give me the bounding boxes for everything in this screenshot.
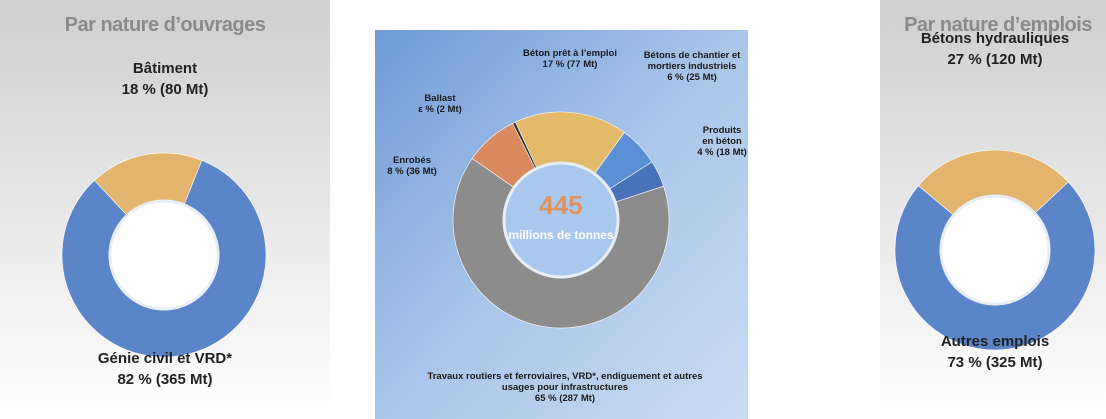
chart-title: Par nature d’ouvrages — [64, 14, 266, 36]
center-sublabel: millions de tonnes — [508, 228, 614, 242]
donut-hole — [108, 199, 220, 311]
value-label: 65 % (287 Mt) — [534, 393, 596, 404]
value-label: 8 % (36 Mt) — [387, 166, 437, 177]
data-label: Autres emplois 73 % (325 Mt) — [885, 331, 1105, 373]
center-label: 445 — [539, 190, 582, 220]
data-label: Travaux routiers et ferroviaires, VRD*, … — [415, 371, 715, 404]
value-label: 6 % (25 Mt) — [667, 72, 717, 83]
value-label: 4 % (18 Mt) — [697, 147, 747, 158]
donut-hole — [502, 161, 620, 279]
category-label: Ballast — [424, 93, 456, 104]
data-label: Bétons hydrauliques 27 % (120 Mt) — [885, 28, 1105, 70]
chart-title: Par nature d’emplois — [904, 14, 1092, 36]
category-label: Produits en béton — [702, 125, 742, 147]
category-label: Bétons hydrauliques — [920, 30, 1070, 47]
value-label: 18 % (80 Mt) — [121, 81, 209, 98]
value-label: ε % (2 Mt) — [418, 104, 462, 115]
category-label: Bâtiment — [132, 60, 198, 77]
donut-hole — [939, 194, 1051, 306]
value-label: 73 % (325 Mt) — [947, 354, 1043, 371]
data-label: Enrobés 8 % (36 Mt) — [387, 155, 437, 177]
value-label: 17 % (77 Mt) — [542, 59, 598, 70]
category-label: Enrobés — [392, 155, 431, 166]
value-label: 82 % (365 Mt) — [117, 371, 213, 388]
category-label: Bétons de chantier et mortiers industrie… — [643, 50, 741, 72]
data-label: Bétons de chantier et mortiers industrie… — [632, 50, 752, 83]
data-label: Ballast ε % (2 Mt) — [410, 93, 470, 115]
data-label: Génie civil et VRD* 82 % (365 Mt) — [35, 348, 295, 390]
category-label: Autres emplois — [940, 333, 1050, 350]
data-label: Bâtiment 18 % (80 Mt) — [55, 58, 275, 100]
category-label: Béton prêt à l’emploi — [523, 48, 617, 59]
data-label: Produits en béton 4 % (18 Mt) — [697, 125, 747, 158]
value-label: 27 % (120 Mt) — [947, 51, 1043, 68]
data-label: Béton prêt à l’emploi 17 % (77 Mt) — [485, 48, 655, 70]
category-label: Génie civil et VRD* — [97, 350, 233, 367]
category-label: Travaux routiers et ferroviaires, VRD*, … — [427, 371, 703, 393]
